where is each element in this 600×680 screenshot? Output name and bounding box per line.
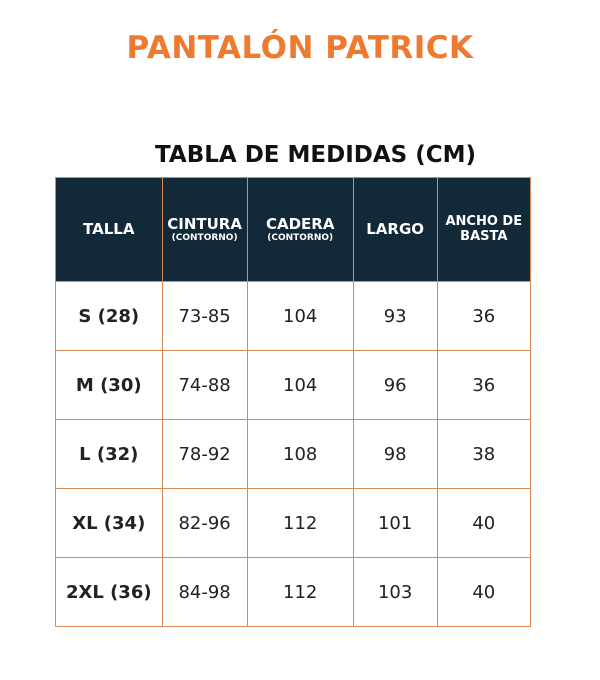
size-cell: S (28) — [55, 281, 163, 351]
measure-cell: 38 — [436, 419, 532, 489]
measure-cell: 98 — [352, 419, 438, 489]
header-cell: LARGO — [352, 177, 438, 282]
measure-cell: 73-85 — [161, 281, 248, 351]
measure-cell: 96 — [352, 350, 438, 420]
measure-cell: 112 — [246, 488, 354, 558]
product-title: PANTALÓN PATRICK — [126, 30, 474, 66]
table-row: 2XL (36) 84-98 112 103 40 — [55, 557, 532, 627]
measure-cell: 93 — [352, 281, 438, 351]
table-row: M (30) 74-88 104 96 36 — [55, 350, 532, 420]
size-cell: L (32) — [55, 419, 163, 489]
measure-cell: 84-98 — [161, 557, 248, 627]
measure-cell: 103 — [352, 557, 438, 627]
size-table: TALLA CINTURA (CONTORNO) CADERA (CONTORNO)… — [55, 177, 532, 627]
measure-cell: 101 — [352, 488, 438, 558]
header-cell: ANCHO DE BASTA — [436, 177, 532, 282]
measure-cell: 104 — [246, 281, 354, 351]
measure-cell: 36 — [436, 281, 532, 351]
header-cell: TALLA — [55, 177, 163, 282]
header-row: TALLA CINTURA (CONTORNO) CADERA (CONTORNO)… — [55, 177, 532, 282]
measure-cell: 78-92 — [161, 419, 248, 489]
measure-cell: 40 — [436, 557, 532, 627]
header-cell: CADERA (CONTORNO) — [246, 177, 354, 282]
measure-cell: 112 — [246, 557, 354, 627]
size-cell: M (30) — [55, 350, 163, 420]
size-cell: 2XL (36) — [55, 557, 163, 627]
table-row: XL (34) 82-96 112 101 40 — [55, 488, 532, 558]
measure-cell: 40 — [436, 488, 532, 558]
header-cell: CINTURA (CONTORNO) — [161, 177, 248, 282]
measure-cell: 104 — [246, 350, 354, 420]
table-row: L (32) 78-92 108 98 38 — [55, 419, 532, 489]
table-title: TABLA DE MEDIDAS (CM) — [155, 142, 477, 168]
measure-cell: 36 — [436, 350, 532, 420]
size-cell: XL (34) — [55, 488, 163, 558]
measure-cell: 74-88 — [161, 350, 248, 420]
measure-cell: 108 — [246, 419, 354, 489]
measure-cell: 82-96 — [161, 488, 248, 558]
table-row: S (28) 73-85 104 93 36 — [55, 281, 532, 351]
